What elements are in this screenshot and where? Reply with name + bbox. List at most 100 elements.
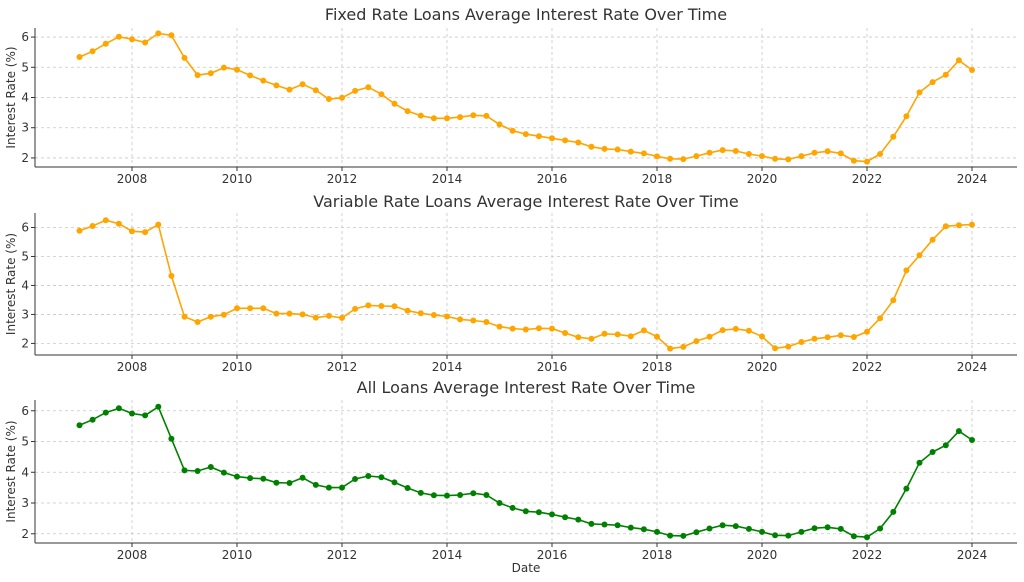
data-point [811,525,818,532]
data-point [667,532,674,539]
data-point [969,67,975,73]
data-point [850,157,857,164]
y-axis-label: Interest Rate (%) [4,46,18,148]
data-point [667,345,674,352]
data-point [470,490,477,497]
data-point [339,314,345,321]
data-point [614,146,621,153]
data-point [877,315,884,322]
data-point [299,81,306,88]
data-point [168,435,175,442]
data-point [417,310,424,317]
y-tick-label: 5 [21,60,29,74]
x-tick-label: 2016 [537,172,568,186]
data-point [549,135,555,142]
data-point [877,525,884,532]
data-point [181,54,188,61]
data-point [509,504,516,511]
data-point [444,115,450,122]
x-tick-label: 2024 [957,360,988,374]
data-point [220,469,227,476]
data-point [549,511,555,518]
data-point [732,523,739,530]
axes: 2008 2010 2012 2014 2016 2018 2020 2022 2024 2 3 4 5… [21,213,1017,374]
data-point [929,236,936,243]
data-point [955,428,962,435]
y-tick-label: 2 [21,336,29,350]
data-point [273,479,280,486]
data-point [391,100,398,107]
data-point [588,335,595,342]
data-point [115,33,122,40]
series-all-loans [76,403,975,541]
data-point [969,437,975,443]
data-point [496,121,503,128]
data-point [509,325,516,332]
data-point [142,412,149,419]
data-point [312,87,319,94]
x-tick-label: 2012 [327,172,358,186]
data-point [220,64,227,71]
data-point [850,334,857,340]
data-point [640,150,647,157]
x-tick-label: 2018 [642,548,673,562]
data-point [286,86,293,93]
data-point [194,319,201,325]
data-point [325,312,332,319]
data-point [194,72,201,79]
data-point [129,410,135,417]
data-point [680,532,687,539]
data-point [916,252,923,259]
data-point [181,313,188,320]
data-point [969,221,975,228]
data-point [142,229,149,236]
data-point [470,112,477,119]
data-point [627,524,634,531]
data-point [745,327,752,334]
data-point [378,303,385,309]
data-point [798,528,805,535]
data-point [706,149,713,156]
data-point [759,153,765,160]
data-point [417,112,424,119]
data-point [890,133,897,140]
x-tick-label: 2010 [222,360,253,374]
y-tick-label: 2 [21,527,29,541]
data-point [772,345,779,352]
x-tick-label: 2010 [222,548,253,562]
data-point [129,228,135,235]
data-point [627,148,634,155]
chart-title: Variable Rate Loans Average Interest Rat… [313,192,738,211]
data-point [483,112,490,119]
data-point [155,403,162,410]
data-point [444,313,450,320]
fixed-rate-chart: Fixed Rate Loans Average Interest Rate O… [4,5,1017,186]
data-point [483,319,490,325]
data-point [785,156,792,163]
data-point [496,500,503,506]
x-tick-label: 2022 [852,548,883,562]
data-point [404,485,411,491]
y-tick-label: 3 [21,496,29,510]
y-tick-label: 3 [21,307,29,321]
x-tick-label: 2020 [747,172,778,186]
data-point [444,492,450,499]
data-point [785,343,792,350]
data-point [693,529,700,536]
data-point [535,509,542,516]
data-point [286,480,293,486]
data-point [234,305,240,312]
data-point [207,464,214,470]
data-point [732,148,739,154]
data-point [837,332,844,339]
data-point [325,96,332,102]
data-point [890,297,897,304]
data-point [864,158,870,165]
data-point [824,334,831,341]
data-point [640,327,647,334]
data-point [339,94,345,101]
axes: 2008 2010 2012 2014 2016 2018 2020 2022 2024 2 3 4 5… [21,400,1017,562]
x-tick-label: 2012 [327,360,358,374]
data-point [365,84,372,91]
y-tick-label: 5 [21,435,29,449]
